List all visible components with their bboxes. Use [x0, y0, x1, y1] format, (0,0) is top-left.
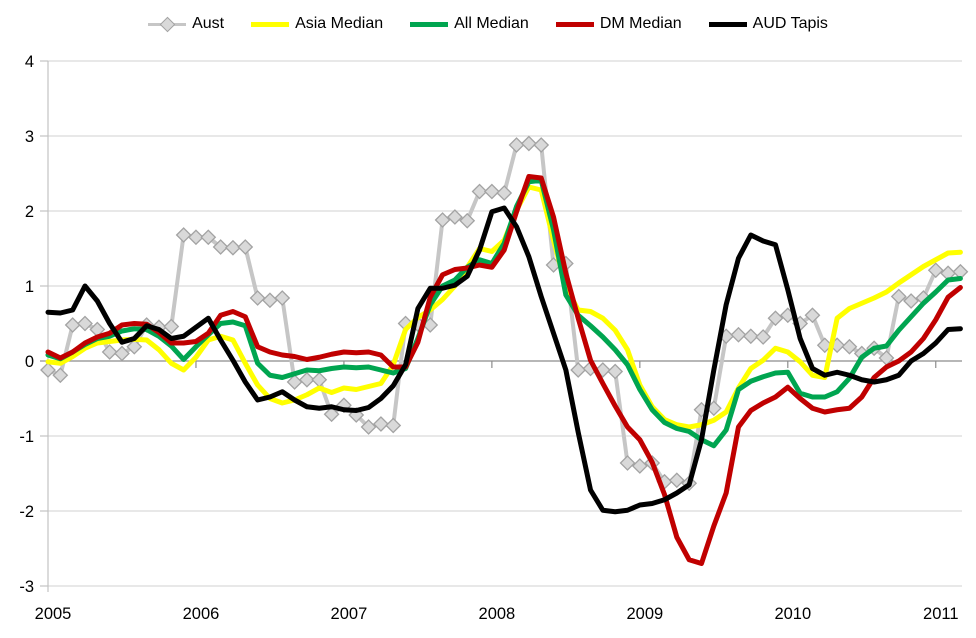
- svg-text:2: 2: [25, 203, 34, 221]
- svg-text:2005: 2005: [35, 605, 72, 623]
- dm-median-swatch-icon: [555, 21, 594, 27]
- svg-text:-2: -2: [19, 503, 34, 521]
- svg-text:1: 1: [25, 278, 34, 296]
- svg-text:2011: 2011: [923, 605, 958, 623]
- legend-item-all-median: All Median: [410, 15, 529, 33]
- svg-text:-1: -1: [19, 428, 34, 446]
- asia-median-swatch-icon: [251, 21, 290, 27]
- all-median-swatch-icon: [410, 21, 449, 27]
- svg-text:-3: -3: [19, 578, 34, 596]
- legend-item-aud-tapis: AUD Tapis: [708, 15, 828, 33]
- svg-text:3: 3: [25, 128, 34, 146]
- legend-item-asia-median: Asia Median: [251, 15, 383, 33]
- legend-label-aust: Aust: [192, 15, 225, 32]
- svg-text:2010: 2010: [774, 605, 811, 623]
- aust-line-marker-icon: [148, 16, 187, 33]
- aud-tapis-swatch-icon: [708, 21, 747, 27]
- legend-item-aust: Aust: [148, 15, 224, 33]
- svg-text:2009: 2009: [626, 605, 663, 623]
- svg-text:4: 4: [25, 53, 34, 71]
- svg-text:2007: 2007: [331, 605, 368, 623]
- aust-marker-diamond-icon: [159, 16, 176, 33]
- svg-text:0: 0: [25, 353, 34, 371]
- legend-label-aud-tapis: AUD Tapis: [752, 15, 828, 32]
- legend-label-asia-median: Asia Median: [295, 15, 384, 32]
- legend-item-dm-median: DM Median: [555, 15, 682, 33]
- chart-legend: Aust Asia Median All Median DM Median AU…: [0, 10, 976, 38]
- svg-text:2008: 2008: [479, 605, 516, 623]
- svg-text:2006: 2006: [183, 605, 220, 623]
- legend-label-all-median: All Median: [454, 15, 529, 32]
- legend-label-dm-median: DM Median: [599, 15, 682, 32]
